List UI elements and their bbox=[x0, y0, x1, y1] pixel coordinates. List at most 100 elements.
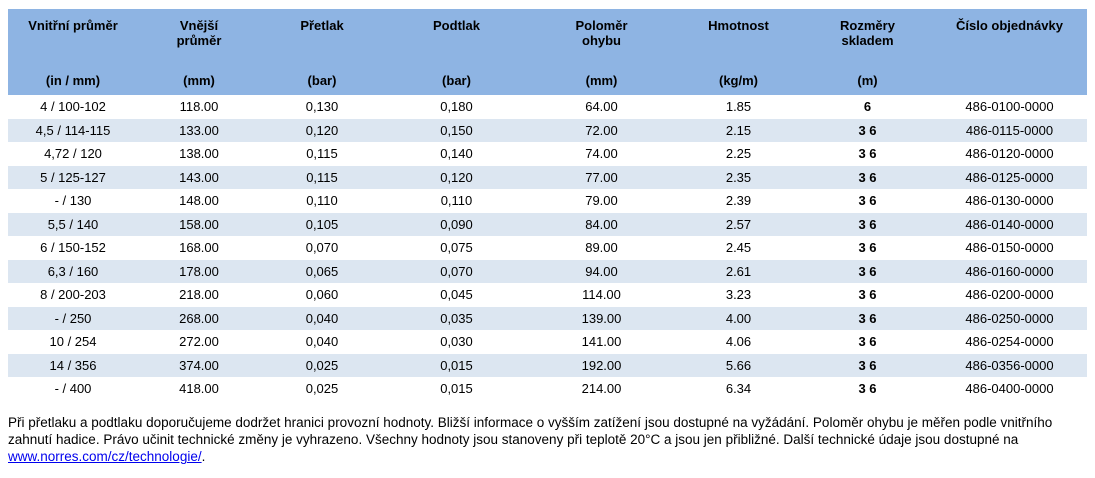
column-unit: (bar) bbox=[307, 73, 337, 88]
column-unit: (bar) bbox=[442, 73, 471, 88]
column-header: Podtlak (bar) bbox=[384, 9, 529, 95]
value-cell: 0,110 bbox=[440, 193, 473, 208]
value-cell: 5,5 / 140 bbox=[47, 216, 99, 232]
value-cell: 3 6 bbox=[858, 240, 877, 255]
value-cell: 0,090 bbox=[440, 216, 473, 232]
value-cell: 6,3 / 160 bbox=[47, 263, 99, 279]
value-cell: 0,130 bbox=[305, 99, 339, 114]
column-header: Poloměr ohybu (mm) bbox=[529, 9, 674, 95]
value-cell: 0,105 bbox=[305, 216, 339, 232]
value-cell: 89.00 bbox=[585, 240, 618, 255]
value-cell: 143.00 bbox=[179, 169, 219, 185]
product-spec-table: Vnitřní průměr (in / mm) Vnější průměr (mm)… bbox=[8, 9, 1087, 401]
column-name: Číslo objednávky bbox=[956, 18, 1063, 33]
value-cell: 2.57 bbox=[725, 216, 752, 232]
table-row: - / 250 268.00 0,040 0,035 139.00 4.00 3 6 486-… bbox=[8, 306, 1087, 330]
value-cell: 4,5 / 114-115 bbox=[35, 122, 111, 138]
value-cell: 5.66 bbox=[725, 357, 752, 373]
value-cell: 0,060 bbox=[305, 287, 339, 302]
value-cell: 0,115 bbox=[306, 169, 338, 185]
column-unit: (kg/m) bbox=[719, 73, 758, 88]
value-cell: 3 6 bbox=[858, 357, 877, 373]
column-name: Přetlak bbox=[300, 18, 344, 33]
value-cell: 79.00 bbox=[585, 193, 618, 208]
value-cell: 0,025 bbox=[305, 357, 339, 373]
value-cell: 0,040 bbox=[305, 310, 339, 326]
value-cell: 64.00 bbox=[585, 99, 618, 114]
column-unit: (in / mm) bbox=[45, 73, 101, 88]
order-number-cell: 486-0100-0000 bbox=[965, 99, 1054, 114]
value-cell: 168.00 bbox=[179, 240, 219, 255]
value-cell: 4.00 bbox=[725, 310, 752, 326]
value-cell: 139.00 bbox=[581, 310, 622, 326]
table-body: 4 / 100-102 118.00 0,130 0,180 64.00 1.85 6 486… bbox=[8, 95, 1087, 401]
value-cell: 374.00 bbox=[179, 357, 219, 373]
value-cell: 133.00 bbox=[179, 122, 219, 138]
value-cell: 84.00 bbox=[585, 216, 618, 232]
value-cell: 0,035 bbox=[440, 310, 473, 326]
technology-link[interactable]: www.norres.com/cz/technologie/ bbox=[8, 449, 202, 465]
value-cell: 214.00 bbox=[581, 381, 622, 396]
value-cell: 148.00 bbox=[179, 193, 219, 208]
order-number-cell: 486-0115-0000 bbox=[965, 122, 1054, 138]
footnote-period: . bbox=[201, 449, 206, 465]
table-head: Vnitřní průměr (in / mm) Vnější průměr (mm)… bbox=[8, 9, 1087, 95]
value-cell: 3 6 bbox=[858, 310, 877, 326]
value-cell: 0,045 bbox=[440, 287, 473, 302]
value-cell: 178.00 bbox=[179, 263, 219, 279]
column-name: Poloměr ohybu bbox=[575, 18, 628, 48]
value-cell: 77.00 bbox=[585, 169, 618, 185]
value-cell: 6.34 bbox=[725, 381, 752, 396]
column-header: Vnější průměr (mm) bbox=[138, 9, 260, 95]
order-number-cell: 486-0356-0000 bbox=[965, 357, 1054, 373]
value-cell: 3 6 bbox=[858, 287, 877, 302]
table-row: 6,3 / 160 178.00 0,065 0,070 94.00 2.61 3 6 486… bbox=[8, 259, 1087, 283]
value-cell: 3 6 bbox=[858, 122, 877, 138]
value-cell: 3.23 bbox=[725, 287, 752, 302]
table-row: - / 400 418.00 0,025 0,015 214.00 6.34 3 6 486-… bbox=[8, 377, 1087, 401]
order-number-cell: 486-0160-0000 bbox=[965, 263, 1054, 279]
value-cell: 0,015 bbox=[440, 357, 473, 373]
value-cell: 418.00 bbox=[179, 381, 219, 396]
column-header: Přetlak (bar) bbox=[260, 9, 384, 95]
value-cell: - / 130 bbox=[54, 193, 92, 208]
table-row: 8 / 200-203 218.00 0,060 0,045 114.00 3.23 3 6… bbox=[8, 283, 1087, 307]
value-cell: 141.00 bbox=[581, 334, 622, 349]
value-cell: 0,180 bbox=[440, 99, 473, 114]
column-header: Vnitřní průměr (in / mm) bbox=[8, 9, 138, 95]
value-cell: 3 6 bbox=[858, 263, 877, 279]
value-cell: 118.00 bbox=[179, 99, 219, 114]
value-cell: - / 400 bbox=[54, 381, 92, 396]
value-cell: 2.35 bbox=[725, 169, 752, 185]
value-cell: 1.85 bbox=[725, 99, 752, 114]
column-header: Rozměry skladem (m) bbox=[803, 9, 932, 95]
value-cell: 218.00 bbox=[179, 287, 219, 302]
value-cell: 192.00 bbox=[581, 357, 622, 373]
column-header: Číslo objednávky bbox=[932, 9, 1087, 95]
value-cell: 10 / 254 bbox=[49, 334, 97, 349]
value-cell: 6 / 150-152 bbox=[40, 240, 106, 255]
value-cell: 3 6 bbox=[858, 334, 877, 349]
table-row: - / 130 148.00 0,110 0,110 79.00 2.39 3 6 486-0… bbox=[8, 189, 1087, 213]
value-cell: 2.39 bbox=[725, 193, 752, 208]
value-cell: 4.06 bbox=[725, 334, 752, 349]
table-row: 14 / 356 374.00 0,025 0,015 192.00 5.66 3 6 486… bbox=[8, 353, 1087, 377]
value-cell: 0,140 bbox=[440, 146, 473, 161]
value-cell: 4 / 100-102 bbox=[40, 99, 106, 114]
order-number-cell: 486-0125-0000 bbox=[965, 169, 1054, 185]
column-name: Hmotnost bbox=[708, 18, 769, 33]
value-cell: 74.00 bbox=[585, 146, 618, 161]
value-cell: 8 / 200-203 bbox=[40, 287, 106, 302]
value-cell: 2.15 bbox=[725, 122, 752, 138]
footnote: Při přetlaku a podtlaku doporučujeme dod… bbox=[8, 414, 1086, 466]
table-row: 6 / 150-152 168.00 0,070 0,075 89.00 2.45 3 6 4… bbox=[8, 236, 1087, 260]
value-cell: 272.00 bbox=[179, 334, 219, 349]
order-number-cell: 486-0150-0000 bbox=[965, 240, 1054, 255]
value-cell: 158.00 bbox=[179, 216, 219, 232]
value-cell: 0,070 bbox=[440, 263, 473, 279]
value-cell: 6 bbox=[863, 99, 872, 114]
value-cell: 0,110 bbox=[306, 193, 338, 208]
column-name: Vnější průměr bbox=[176, 18, 222, 48]
order-number-cell: 486-0254-0000 bbox=[965, 334, 1054, 349]
